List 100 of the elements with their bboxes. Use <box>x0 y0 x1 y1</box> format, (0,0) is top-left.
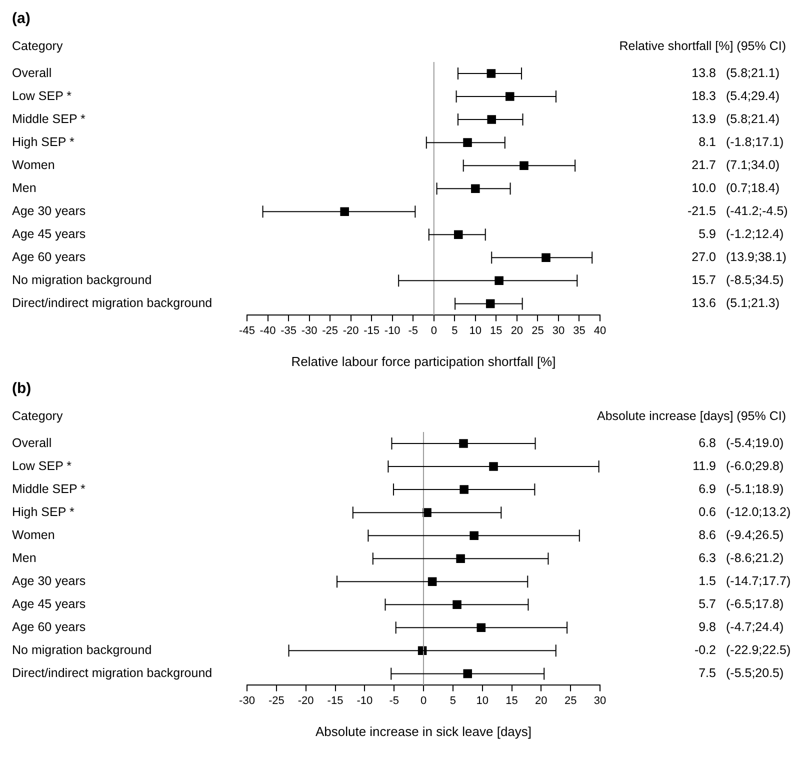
text: Category <box>12 39 64 53</box>
data-label: 13.9 <box>692 112 716 126</box>
point <box>487 115 496 124</box>
x-tick-label: -25 <box>322 324 338 337</box>
text: (-41.2;-4.5) <box>726 204 788 218</box>
x-tick-label: 30 <box>594 694 606 707</box>
x-tick-label: -30 <box>239 694 255 707</box>
text: Relative shortfall [%] (95% CI) <box>619 39 786 53</box>
text: (-8.6;21.2) <box>726 551 784 566</box>
text: (5.1;21.3) <box>726 296 780 310</box>
data-label: 1.5 <box>698 574 716 588</box>
y-tick-label: Men <box>12 181 36 196</box>
text: (13.9;38.1) <box>726 250 786 264</box>
y-tick-label: Age 45 years <box>12 597 86 612</box>
point <box>454 230 463 240</box>
text: (5.4;29.4) <box>726 88 780 103</box>
y-tick-label: Direct/indirect migration background <box>12 296 212 310</box>
text: Category <box>12 409 64 423</box>
point <box>463 138 472 147</box>
data-label: 5.9 <box>698 227 716 242</box>
x-tick-label: -5 <box>389 694 399 707</box>
data-label: 5.7 <box>698 597 716 612</box>
y-tick-label: Age 30 years <box>12 204 86 218</box>
text: (-9.4;26.5) <box>726 528 784 542</box>
point <box>520 161 528 170</box>
text: (-4.7;24.4) <box>726 620 784 634</box>
y-tick-label: Age 60 years <box>12 620 86 634</box>
text: (-5.5;20.5) <box>726 666 784 680</box>
text: (-5.4;19.0) <box>726 436 784 450</box>
y-tick-label: High SEP * <box>12 505 74 520</box>
point <box>489 462 498 471</box>
text: (0.7;18.4) <box>726 181 780 196</box>
data-label: 7.5 <box>698 666 716 680</box>
data-label: 8.1 <box>698 135 716 150</box>
x-tick-label: 15 <box>506 694 518 707</box>
x-tick-label: -15 <box>327 694 344 707</box>
y-tick-label: Women <box>12 158 55 172</box>
data-label: 9.8 <box>698 620 716 634</box>
text: (-12.0;13.2) <box>726 505 791 520</box>
x-tick-label: -10 <box>356 694 373 707</box>
point <box>505 92 514 101</box>
data-label: 6.8 <box>698 436 716 450</box>
x-tick-label: 0 <box>430 324 437 337</box>
text: (-1.2;12.4) <box>726 227 784 242</box>
x-tick-label: 25 <box>564 694 577 707</box>
x-axis-title: Relative labour force participation shortfall [%] <box>291 354 556 369</box>
data-label: 11.9 <box>692 458 716 473</box>
x-tick-label: -15 <box>364 324 380 337</box>
data-label: 8.6 <box>698 528 716 542</box>
x-tick-label: 40 <box>594 324 606 337</box>
y-tick-label: Direct/indirect migration background <box>12 666 212 680</box>
x-tick-label: -45 <box>239 324 255 337</box>
x-tick-label: 10 <box>476 694 488 707</box>
x-tick-label: 0 <box>420 694 427 707</box>
x-tick-label: -5 <box>408 324 418 337</box>
x-tick-label: -30 <box>301 324 318 337</box>
y-tick-label: Age 45 years <box>12 227 86 242</box>
data-label: 13.6 <box>692 296 716 310</box>
data-label: 6.3 <box>698 551 716 566</box>
y-tick-label: Overall <box>12 66 52 80</box>
text: (5.8;21.4) <box>726 112 780 126</box>
data-label: -0.2 <box>694 643 716 658</box>
x-tick-label: 35 <box>573 324 586 337</box>
x-tick-label: 5 <box>450 694 456 707</box>
text: (-22.9;22.5) <box>726 643 791 658</box>
text: (-6.0;29.8) <box>726 458 784 473</box>
text: (-5.1;18.9) <box>726 482 784 496</box>
y-tick-label: Low SEP * <box>12 458 72 473</box>
data-label: 27.0 <box>692 250 716 264</box>
data-label: 6.9 <box>698 482 716 496</box>
y-tick-label: Low SEP * <box>12 88 72 103</box>
point <box>460 485 468 494</box>
x-tick-label: -20 <box>342 324 359 337</box>
text: (5.8;21.1) <box>726 66 780 80</box>
x-tick-label: 30 <box>552 324 565 337</box>
point <box>459 439 468 448</box>
text: (-14.7;17.7) <box>726 574 791 588</box>
y-tick-label: Women <box>12 528 55 542</box>
text: (-8.5;34.5) <box>726 273 784 288</box>
x-tick-label: 5 <box>452 324 458 337</box>
x-axis-title: Absolute increase in sick leave [days] <box>315 724 532 739</box>
text: Absolute increase [days] (95% CI) <box>597 409 786 423</box>
y-tick-label: Middle SEP * <box>12 112 86 126</box>
y-tick-label: Men <box>12 551 36 566</box>
text: (7.1;34.0) <box>726 158 780 172</box>
x-tick-label: -25 <box>268 694 284 707</box>
y-tick-label: Middle SEP * <box>12 482 86 496</box>
text: (b) <box>12 380 32 398</box>
x-tick-label: 20 <box>535 694 548 707</box>
x-tick-label: -20 <box>298 694 314 707</box>
point <box>470 531 478 540</box>
x-tick-label: 20 <box>510 324 524 337</box>
x-tick-label: 10 <box>469 324 482 337</box>
point <box>471 184 480 193</box>
y-tick-label: No migration background <box>12 643 152 658</box>
text: (-1.8;17.1) <box>726 135 784 150</box>
data-label: 21.7 <box>692 158 716 172</box>
text: (-6.5;17.8) <box>726 597 784 612</box>
point <box>456 554 465 563</box>
x-tick-label: -10 <box>384 324 400 337</box>
